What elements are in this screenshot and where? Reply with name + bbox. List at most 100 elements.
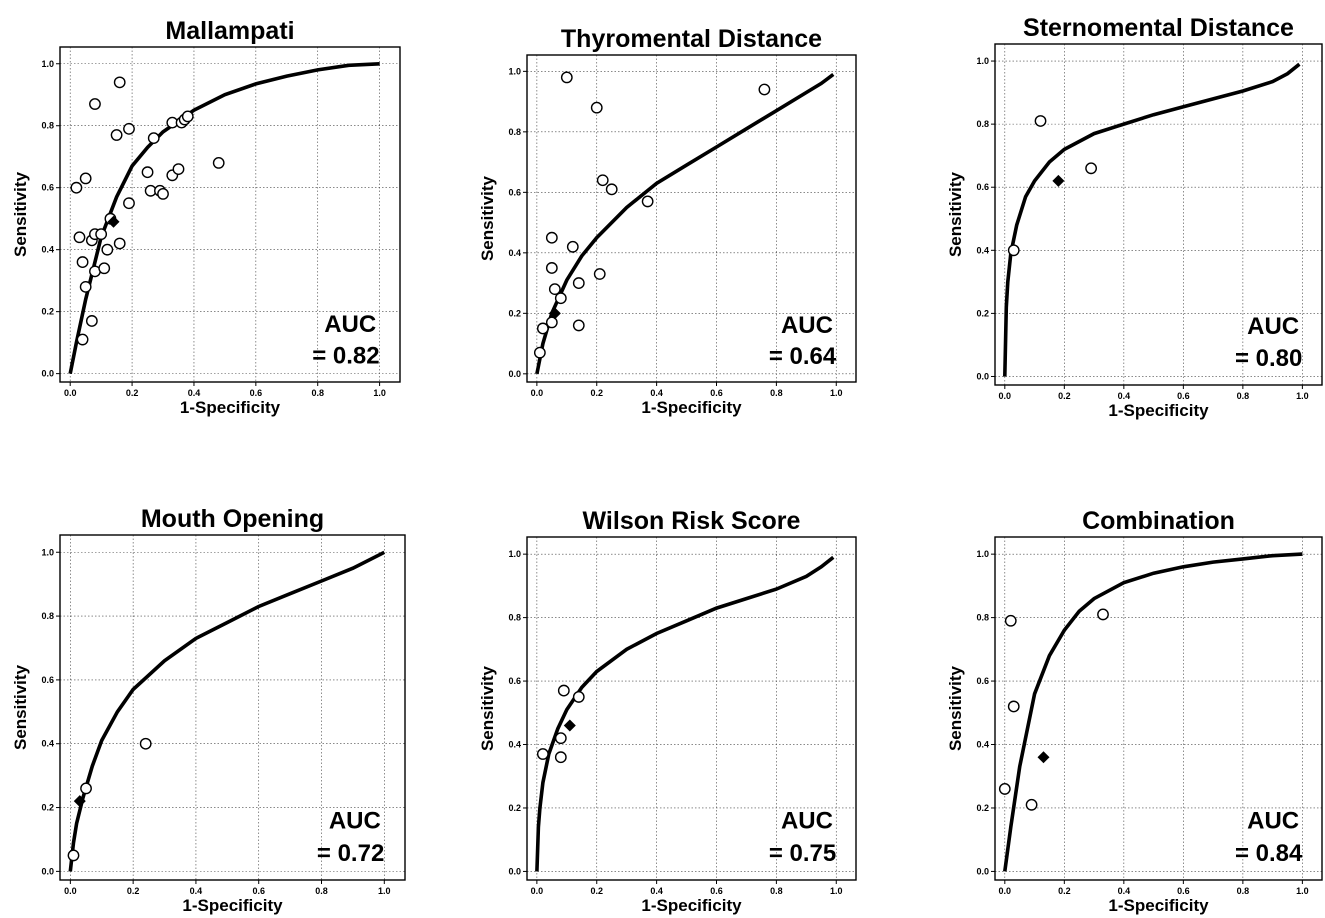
roc-panel-4: Mouth Opening 0.0 0.0 0.2 0.2 0.4 0.4 0.6 0.6 0.8… xyxy=(11,505,406,915)
y-axis-label: Sensitivity xyxy=(946,171,965,257)
y-tick-label: 0.8 xyxy=(41,611,54,621)
auc-value: = 0.75 xyxy=(769,840,836,867)
sroc-curve xyxy=(1003,62,1301,377)
x-tick-label: 0.2 xyxy=(126,388,139,398)
x-tick-label: 0.8 xyxy=(1237,886,1250,896)
y-tick-label: 0.8 xyxy=(41,121,54,131)
x-tick-label: 0.4 xyxy=(190,886,203,896)
y-tick-label: 0.4 xyxy=(41,245,54,255)
study-point xyxy=(554,751,567,764)
y-tick-label: 0.4 xyxy=(976,740,989,750)
roc-panel-3: Sternomental Distance 0.0 0.0 0.2 0.2 0.4 0.4 0… xyxy=(946,14,1323,420)
y-tick-label: 1.0 xyxy=(41,547,54,557)
auc-value: = 0.84 xyxy=(1235,840,1303,867)
y-tick-label: 0.8 xyxy=(508,127,521,137)
x-tick-label: 0.2 xyxy=(590,388,603,398)
study-point xyxy=(123,197,135,210)
x-tick-label: 0.0 xyxy=(531,388,544,398)
plot-frame xyxy=(526,54,857,383)
study-point xyxy=(548,283,561,296)
study-point xyxy=(123,122,135,135)
study-point xyxy=(67,849,80,862)
x-tick-label: 0.2 xyxy=(1058,391,1071,401)
auc-label: AUC xyxy=(324,311,376,338)
auc-value: = 0.72 xyxy=(317,840,384,867)
study-point xyxy=(566,240,579,253)
study-point xyxy=(141,166,154,179)
sroc-curve xyxy=(1003,552,1303,872)
y-axis-label: Sensitivity xyxy=(11,664,30,750)
study-point xyxy=(1007,244,1020,257)
x-tick-label: 0.8 xyxy=(770,388,783,398)
x-tick-label: 0.6 xyxy=(1177,886,1190,896)
y-tick-label: 0.0 xyxy=(976,371,989,381)
auc-label: AUC xyxy=(781,312,833,339)
y-tick-label: 0.4 xyxy=(508,248,521,258)
study-point xyxy=(536,748,549,760)
study-point xyxy=(147,132,160,145)
study-point xyxy=(572,691,585,703)
study-point xyxy=(79,172,92,185)
study-point xyxy=(79,280,92,293)
study-point xyxy=(80,782,92,795)
y-tick-label: 1.0 xyxy=(976,56,989,66)
study-point xyxy=(212,157,225,169)
study-point xyxy=(76,333,89,346)
summary-estimate-point xyxy=(563,719,576,732)
x-tick-label: 0.8 xyxy=(311,388,324,398)
x-tick-label: 0.2 xyxy=(1058,886,1071,896)
study-point xyxy=(533,346,546,359)
x-tick-label: 0.4 xyxy=(650,388,663,398)
study-point xyxy=(605,183,618,196)
y-tick-label: 0.0 xyxy=(508,369,521,379)
plot-frame xyxy=(994,536,1323,881)
x-axis-label: 1-Specificity xyxy=(1108,401,1209,420)
x-tick-label: 0.6 xyxy=(1177,391,1190,401)
y-tick-label: 0.6 xyxy=(976,182,989,192)
x-tick-label: 0.0 xyxy=(64,388,77,398)
summary-estimate-point xyxy=(1037,751,1050,764)
study-point xyxy=(554,732,567,745)
study-point xyxy=(572,319,585,332)
auc-label: AUC xyxy=(781,808,833,835)
y-tick-label: 0.6 xyxy=(508,187,521,197)
y-tick-label: 0.6 xyxy=(976,676,989,686)
study-point xyxy=(557,684,570,697)
panel-title: Mallampati xyxy=(165,17,294,45)
summary-estimate-point xyxy=(548,307,561,320)
panel-title: Thyromental Distance xyxy=(561,25,822,53)
study-point xyxy=(590,101,603,114)
y-tick-label: 0.8 xyxy=(976,119,989,129)
x-tick-label: 0.6 xyxy=(252,886,265,896)
x-tick-label: 0.8 xyxy=(1237,391,1250,401)
study-point xyxy=(73,231,86,244)
y-tick-label: 0.6 xyxy=(41,183,54,193)
study-point xyxy=(89,98,101,110)
study-point xyxy=(1025,798,1038,811)
plot-frame xyxy=(994,43,1323,386)
panel-title: Sternomental Distance xyxy=(1023,14,1294,42)
x-tick-label: 0.4 xyxy=(650,886,663,896)
x-axis-label: 1-Specificity xyxy=(1108,896,1209,915)
study-point xyxy=(110,129,123,141)
study-point xyxy=(98,262,111,275)
x-tick-label: 1.0 xyxy=(1296,886,1309,896)
roc-panel-6: Combination 0.0 0.0 0.2 0.2 0.4 0.4 0.6 0.6 0.8 0.… xyxy=(946,507,1323,915)
study-point xyxy=(596,174,609,187)
study-point xyxy=(758,83,771,96)
y-axis-label: Sensitivity xyxy=(11,171,30,257)
study-point xyxy=(560,71,573,84)
y-tick-label: 1.0 xyxy=(976,549,989,559)
y-tick-label: 0.6 xyxy=(508,676,521,686)
x-tick-label: 0.6 xyxy=(250,388,263,398)
study-point xyxy=(1097,608,1109,621)
study-point xyxy=(1034,115,1047,127)
study-point xyxy=(139,737,152,750)
auc-label: AUC xyxy=(1247,808,1299,835)
x-tick-label: 0.4 xyxy=(1118,886,1131,896)
x-tick-label: 1.0 xyxy=(373,388,386,398)
sroc-curve xyxy=(68,62,380,374)
x-tick-label: 0.2 xyxy=(127,886,140,896)
study-point xyxy=(70,181,83,194)
